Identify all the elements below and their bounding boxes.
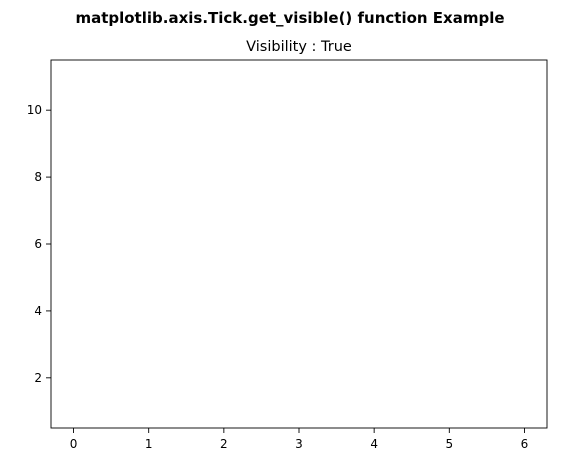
figure-title: matplotlib.axis.Tick.get_visible() funct… bbox=[75, 9, 504, 27]
x-tick-label-2: 2 bbox=[220, 437, 228, 451]
y-tick-label-1: 4 bbox=[34, 304, 42, 318]
plot-area bbox=[50, 59, 548, 429]
x-tick-label-6: 6 bbox=[521, 437, 529, 451]
x-tick-label-0: 0 bbox=[70, 437, 78, 451]
axes-title: Visibility : True bbox=[246, 39, 352, 55]
x-tick-label-1: 1 bbox=[145, 437, 153, 451]
x-tick-label-5: 5 bbox=[445, 437, 453, 451]
y-tick-label-2: 6 bbox=[34, 237, 42, 251]
x-axis: 0 1 2 3 4 5 6 bbox=[70, 428, 529, 451]
x-tick-label-3: 3 bbox=[295, 437, 303, 451]
x-tick-label-4: 4 bbox=[370, 437, 378, 451]
y-tick-label-0: 2 bbox=[34, 371, 42, 385]
y-tick-label-4: 10 bbox=[27, 103, 42, 117]
y-axis: 2 4 6 8 10 bbox=[27, 103, 51, 385]
y-tick-label-3: 8 bbox=[34, 170, 42, 184]
